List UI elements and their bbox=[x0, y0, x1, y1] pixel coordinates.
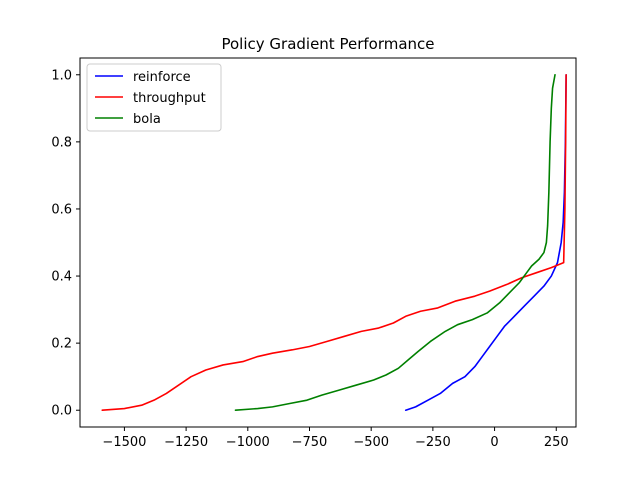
chart-title: Policy Gradient Performance bbox=[221, 35, 434, 53]
legend-label-throughput: throughput bbox=[133, 91, 206, 106]
y-tick-label: 0.4 bbox=[51, 270, 72, 285]
series-line-bola bbox=[234, 73, 556, 412]
series-line-reinforce bbox=[404, 73, 567, 412]
series-line-throughput bbox=[101, 73, 567, 412]
x-tick-label: −1000 bbox=[226, 435, 270, 450]
x-tick-label: 0 bbox=[490, 435, 498, 450]
legend-label-reinforce: reinforce bbox=[133, 70, 191, 85]
x-tick-label: 250 bbox=[544, 435, 569, 450]
x-tick-label: −750 bbox=[292, 435, 328, 450]
y-tick-label: 0.0 bbox=[51, 404, 72, 419]
y-tick-label: 0.8 bbox=[51, 135, 72, 150]
legend-box bbox=[86, 63, 222, 132]
plot-frame bbox=[79, 57, 577, 428]
x-tick-label: −1250 bbox=[164, 435, 208, 450]
legend-label-bola: bola bbox=[133, 112, 161, 127]
y-tick-label: 0.2 bbox=[51, 337, 72, 352]
series-layer bbox=[101, 73, 567, 412]
y-tick-label: 1.0 bbox=[51, 68, 72, 83]
axis-layer: −1500 −1250 −1000 −750 −500 −250 0 250 0.0 0.2 0.4… bbox=[51, 57, 577, 450]
x-tick-label: −1500 bbox=[102, 435, 146, 450]
legend: reinforce throughput bola bbox=[86, 63, 222, 132]
y-tick-label: 0.6 bbox=[51, 202, 72, 217]
x-tick-label: −250 bbox=[415, 435, 451, 450]
x-tick-label: −500 bbox=[353, 435, 389, 450]
